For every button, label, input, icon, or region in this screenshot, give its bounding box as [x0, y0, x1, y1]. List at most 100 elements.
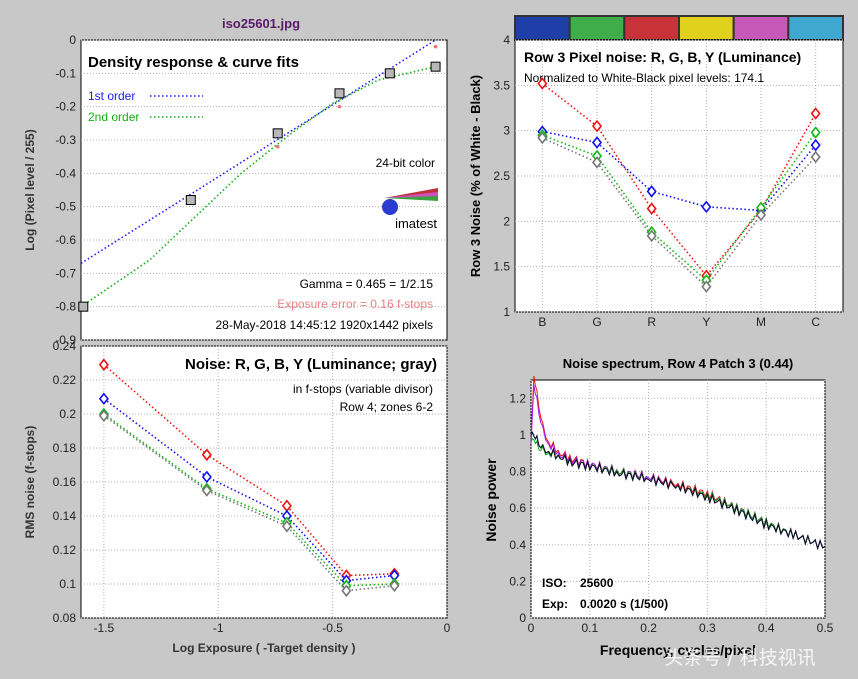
data-marker — [98, 358, 109, 371]
color-patch-bar — [514, 15, 844, 41]
gamma-label: Gamma = 0.465 = 1/2.15 — [300, 277, 434, 291]
plot-area — [80, 39, 448, 341]
x-tick-label: -0.5 — [322, 621, 343, 635]
data-marker — [810, 107, 821, 120]
color-patch — [787, 15, 844, 41]
y-axis-label: RMS noise (f-stops) — [23, 426, 37, 539]
exposure-point — [337, 104, 342, 109]
y-tick-label: 0.12 — [53, 543, 77, 557]
y-tick-label: -0.6 — [55, 233, 76, 247]
data-marker — [201, 448, 212, 462]
density-chart: 0 -0.1 -0.2 -0.3 -0.4 -0.5 -0.6 -0.7 -0.8 -0.9 Den… — [23, 33, 448, 347]
x-axis-label: Log Exposure ( -Target density ) — [172, 641, 355, 655]
x-tick-label: 0 — [528, 621, 535, 635]
fstops-noise-chart: -1.5 -1 -0.5 0 0.24 0.22 0.2 0.18 0.16 0.14 0.12 0.… — [23, 339, 451, 655]
y-tick-label: 0.6 — [509, 501, 526, 515]
y-tick-label: 0.18 — [53, 441, 77, 455]
data-marker — [755, 208, 767, 222]
x-tick-label: -1.5 — [94, 621, 115, 635]
data-marker — [701, 280, 712, 293]
color-patch — [623, 15, 680, 41]
data-marker — [591, 156, 603, 169]
x-axis-label: Frequency, cycles/pixel — [600, 642, 756, 658]
chart-subtitle-2: Row 4; zones 6-2 — [340, 400, 434, 414]
chart-title: Noise spectrum, Row 4 Patch 3 (0.44) — [563, 356, 793, 371]
y-tick-label: 0 — [69, 33, 76, 47]
y-tick-label: 2 — [503, 214, 510, 228]
y-tick-label: 0.24 — [53, 339, 77, 353]
exposure-error-label: Exposure error = 0.16 f-stops — [277, 297, 433, 311]
y-tick-label: 0 — [519, 611, 526, 625]
data-marker — [201, 484, 212, 497]
chart-subtitle: Normalized to White-Black pixel levels: … — [524, 71, 764, 85]
noise-spectrum-chart: Noise spectrum, Row 4 Patch 3 (0.44) 0 0.1… — [483, 356, 834, 658]
logo-globe — [382, 199, 398, 215]
data-marker — [389, 579, 400, 592]
data-marker — [98, 392, 109, 405]
series-line — [542, 137, 817, 288]
y-tick-label: 3 — [503, 124, 510, 138]
iso-label: ISO: — [542, 576, 567, 590]
color-mode-label: 24-bit color — [376, 156, 435, 170]
x-tick-label: 0.3 — [699, 621, 716, 635]
measured-point — [78, 301, 89, 312]
x-tick-label: -1 — [213, 621, 224, 635]
x-tick-label: C — [811, 315, 820, 329]
measured-point — [430, 61, 441, 72]
chart-subtitle: in f-stops (variable divisor) — [293, 382, 433, 396]
y-tick-label: -0.1 — [55, 66, 76, 80]
data-marker — [537, 77, 548, 90]
chart-title: Row 3 Pixel noise: R, G, B, Y (Luminance… — [524, 49, 801, 65]
series-line — [103, 413, 395, 587]
x-tick-label: Y — [702, 315, 710, 329]
series-line — [542, 132, 817, 282]
y-tick-label: -0.2 — [55, 100, 76, 114]
x-tick-label: R — [647, 315, 656, 329]
y-tick-label: 1 — [503, 305, 510, 319]
y-tick-label: 1.5 — [493, 260, 510, 274]
color-patch — [514, 15, 571, 41]
data-marker — [701, 200, 712, 214]
row3-noise-chart: B G R Y M C 1 1.5 2 2.5 3 3.5 4 Row 3 Pixel noise: R,… — [468, 33, 844, 329]
color-patch — [678, 15, 735, 41]
y-tick-label: 1.2 — [509, 391, 526, 405]
data-marker — [646, 202, 657, 215]
watermark: 头条号 / 科技视讯 — [664, 647, 815, 669]
y-tick-label: -0.7 — [55, 266, 76, 280]
iso-value: 25600 — [580, 576, 614, 590]
logo-stripe — [384, 196, 438, 201]
y-tick-label: 3.5 — [493, 78, 510, 92]
spectrum-line — [530, 431, 826, 551]
x-tick-label: 0.4 — [758, 621, 775, 635]
x-tick-label: 0.5 — [817, 621, 834, 635]
exposure-point — [433, 44, 438, 49]
exp-label: Exp: — [542, 597, 568, 611]
y-tick-label: 4 — [503, 33, 510, 47]
y-tick-label: 0.8 — [509, 465, 526, 479]
data-marker — [281, 519, 292, 533]
data-marker — [591, 136, 603, 149]
chart-title: Density response & curve fits — [88, 54, 299, 71]
data-marker — [646, 185, 657, 198]
y-tick-label: 0.1 — [59, 577, 76, 591]
measured-point — [185, 195, 196, 205]
file-title: iso25601.jpg — [222, 16, 300, 31]
data-marker — [201, 470, 212, 484]
logo-text: imatest — [395, 216, 437, 231]
y-axis-label: Noise power — [483, 458, 499, 542]
y-axis-label: Log (Pixel level / 255) — [23, 129, 37, 250]
x-tick-label: 0.2 — [640, 621, 657, 635]
series-line — [103, 415, 395, 592]
y-tick-label: 0.14 — [53, 509, 77, 523]
y-tick-label: -0.5 — [55, 200, 76, 214]
color-patch — [568, 15, 626, 41]
x-tick-label: G — [592, 315, 601, 329]
y-tick-label: 1 — [519, 428, 526, 442]
chart-title: Noise: R, G, B, Y (Luminance; gray) — [185, 356, 437, 373]
y-axis-label: Row 3 Noise (% of White - Black) — [468, 75, 483, 277]
y-tick-label: -0.9 — [55, 333, 76, 347]
plot-area — [530, 379, 826, 619]
x-tick-label: M — [756, 315, 766, 329]
measured-point — [272, 128, 283, 139]
exposure-point — [275, 144, 280, 149]
